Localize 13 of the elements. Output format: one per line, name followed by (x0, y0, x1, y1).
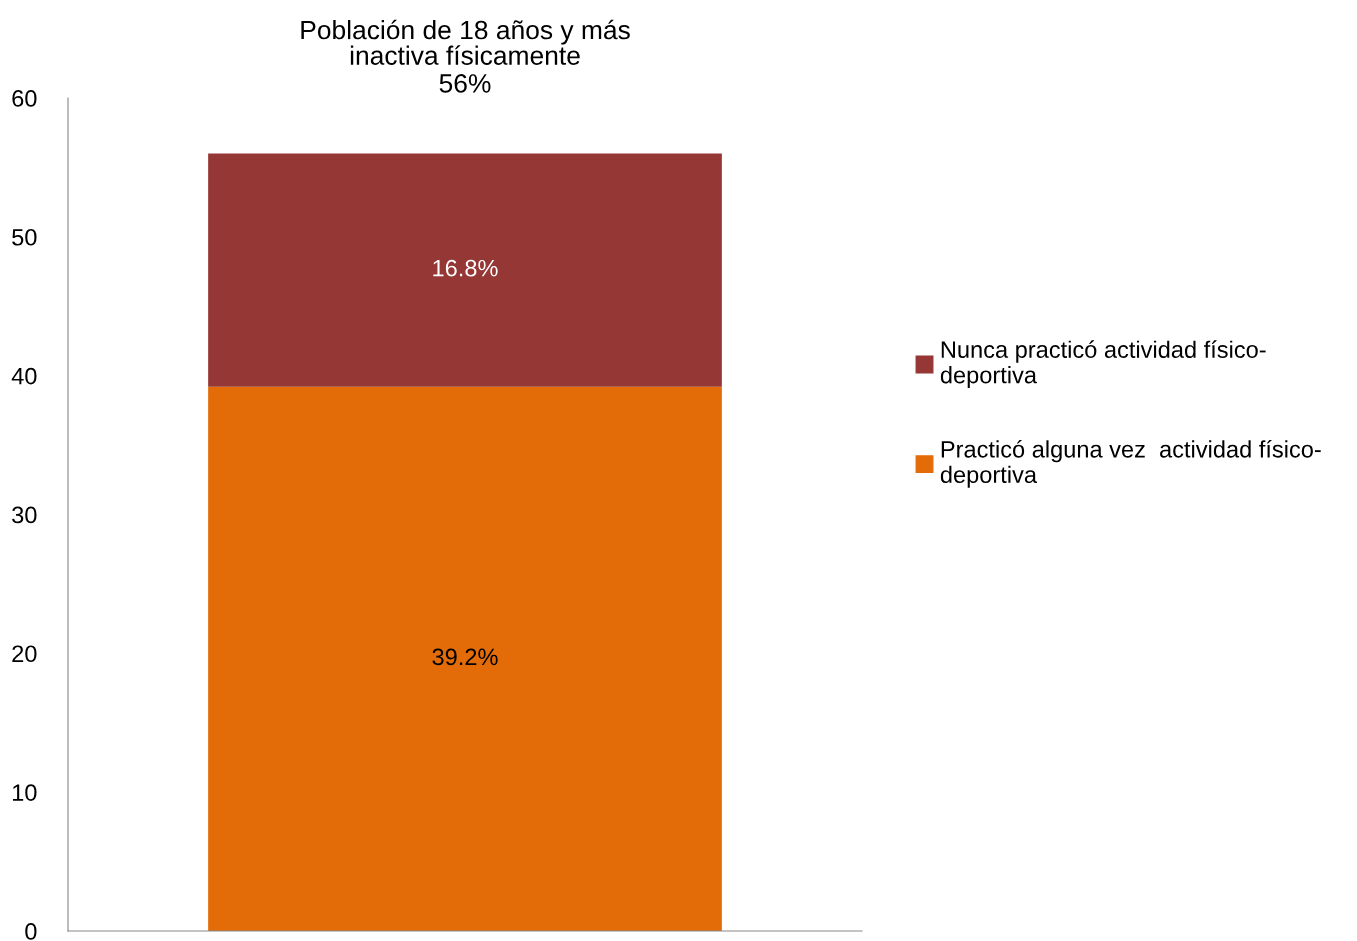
y-tick-label: 10 (12, 784, 37, 801)
y-tick-label: 60 (12, 90, 37, 107)
y-tick-label: 20 (12, 645, 37, 663)
y-tick-label: 0 (25, 923, 37, 940)
y-tick-label: 50 (12, 228, 37, 246)
data-label: 39.2% (432, 648, 498, 666)
data-label: 16.8% (433, 259, 498, 277)
legend-label: Practicó alguna vez actividad físico-deportiva (940, 440, 1321, 488)
total-label: 56% (439, 74, 491, 93)
y-tick-label: 30 (12, 506, 37, 524)
y-tick-label: 40 (11, 367, 37, 385)
legend-label: Nunca practicó actividad físico-deportiva (940, 340, 1266, 389)
chart-title: Población de 18 años y más inactiva físicamente (301, 19, 630, 65)
